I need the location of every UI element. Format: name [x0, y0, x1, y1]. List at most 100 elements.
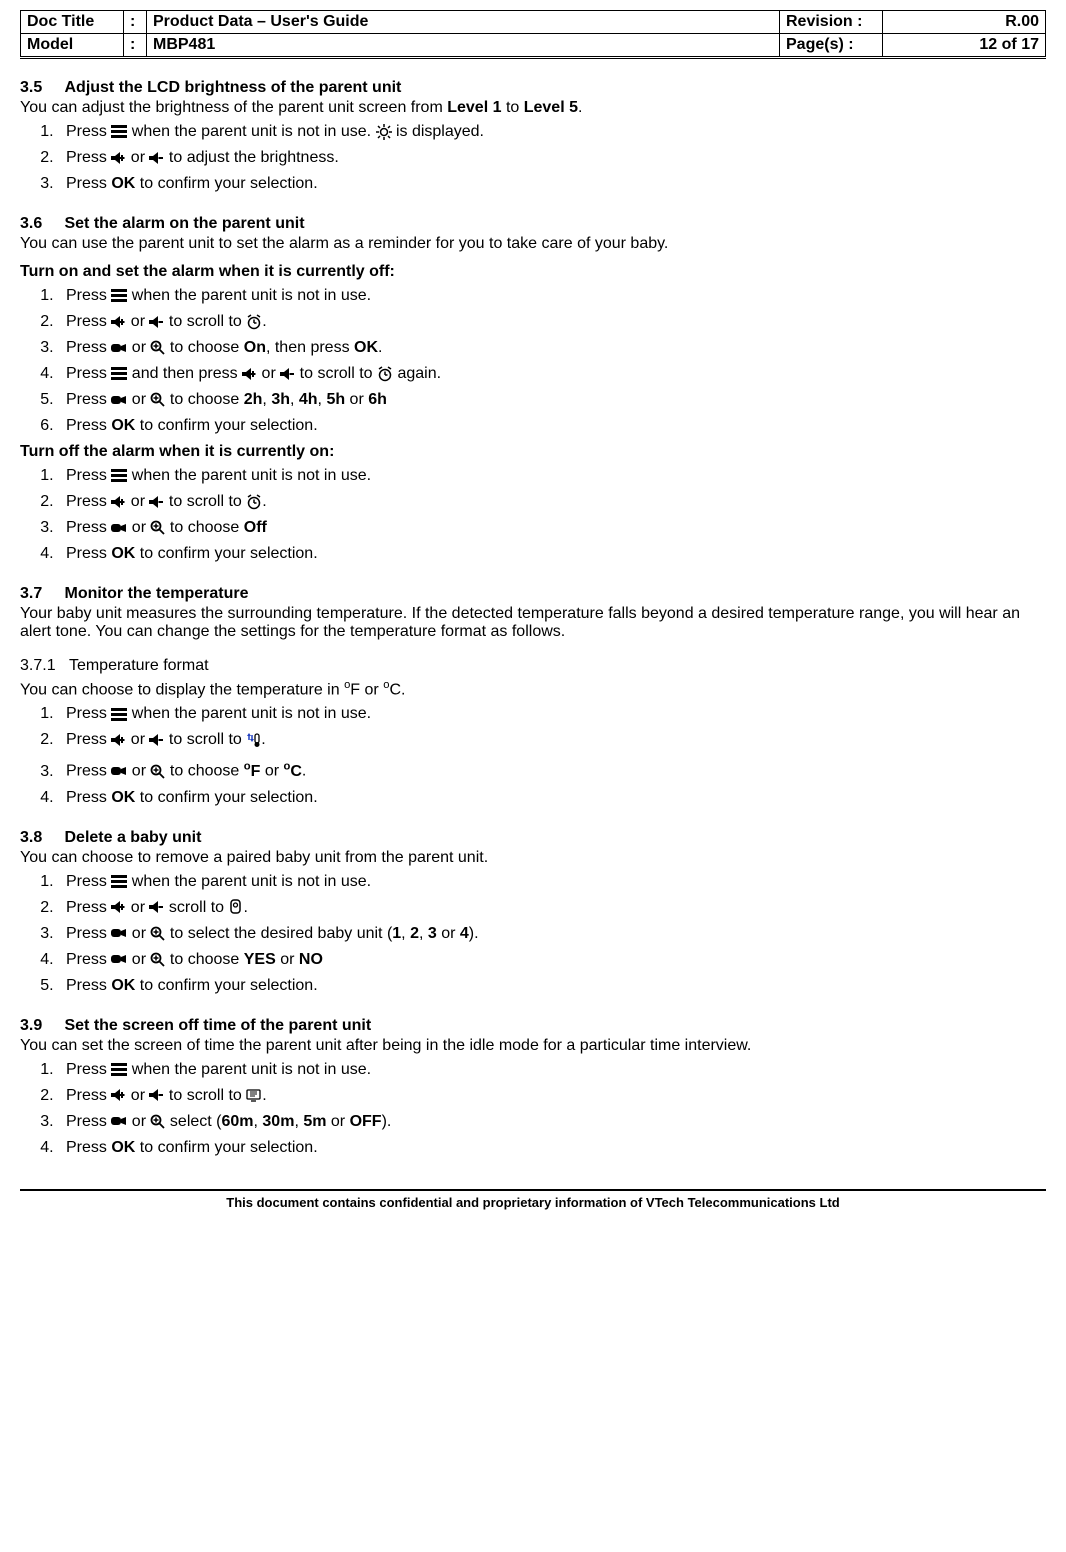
- step: Press or to adjust the brightness.: [58, 147, 1046, 169]
- menu-icon: [111, 289, 127, 302]
- alarm-on-heading: Turn on and set the alarm when it is cur…: [20, 263, 1046, 281]
- step: Press or to choose 2h, 3h, 4h, 5h or 6h: [58, 389, 1046, 411]
- volume-plus-icon: [111, 900, 126, 914]
- video-icon: [111, 393, 127, 407]
- section-3-9-intro: You can set the screen of time the paren…: [20, 1037, 1046, 1055]
- step: Press or to select the desired baby unit…: [58, 923, 1046, 945]
- volume-minus-icon: [280, 367, 295, 381]
- model-value: MBP481: [147, 34, 780, 58]
- steps-3-5: Press when the parent unit is not in use…: [20, 121, 1046, 195]
- section-3-6: 3.6 Set the alarm on the parent unit: [20, 215, 1046, 233]
- step: Press or to choose oF or oC.: [58, 755, 1046, 782]
- step: Press or to choose Off: [58, 517, 1046, 539]
- menu-icon: [111, 875, 127, 888]
- step: Press OK to confirm your selection.: [58, 975, 1046, 997]
- zoom-icon: [150, 764, 165, 779]
- volume-plus-icon: [111, 1088, 126, 1102]
- step: Press or to scroll to .: [58, 1085, 1046, 1107]
- step: Press when the parent unit is not in use…: [58, 285, 1046, 307]
- steps-3-7-1: Press when the parent unit is not in use…: [20, 703, 1046, 808]
- menu-icon: [111, 367, 127, 380]
- section-3-7-1-intro: You can choose to display the temperatur…: [20, 679, 1046, 699]
- revision-label: Revision :: [780, 11, 883, 34]
- steps-alarm-on: Press when the parent unit is not in use…: [20, 285, 1046, 437]
- volume-minus-icon: [149, 315, 164, 329]
- colon: :: [124, 34, 147, 58]
- steps-alarm-off: Press when the parent unit is not in use…: [20, 465, 1046, 565]
- step: Press or select (60m, 30m, 5m or OFF).: [58, 1111, 1046, 1133]
- volume-minus-icon: [149, 733, 164, 747]
- video-icon: [111, 952, 127, 966]
- volume-minus-icon: [149, 900, 164, 914]
- volume-plus-icon: [242, 367, 257, 381]
- step: Press or to scroll to .: [58, 311, 1046, 333]
- step: Press or to choose On, then press OK.: [58, 337, 1046, 359]
- steps-3-8: Press when the parent unit is not in use…: [20, 871, 1046, 997]
- step: Press or to choose YES or NO: [58, 949, 1046, 971]
- step: Press when the parent unit is not in use…: [58, 1059, 1046, 1081]
- temperature-icon: [246, 732, 261, 748]
- section-3-8: 3.8 Delete a baby unit: [20, 829, 1046, 847]
- volume-plus-icon: [111, 315, 126, 329]
- section-3-7-1: 3.7.1 Temperature format: [20, 657, 1046, 675]
- menu-icon: [111, 125, 127, 138]
- step: Press or to scroll to .: [58, 491, 1046, 513]
- step: Press OK to confirm your selection.: [58, 415, 1046, 437]
- brightness-icon: [376, 124, 392, 140]
- video-icon: [111, 521, 127, 535]
- volume-minus-icon: [149, 1088, 164, 1102]
- doc-title-label: Doc Title: [21, 11, 124, 34]
- step: Press OK to confirm your selection.: [58, 1137, 1046, 1159]
- step: Press when the parent unit is not in use…: [58, 465, 1046, 487]
- step: Press OK to confirm your selection.: [58, 173, 1046, 195]
- colon: :: [124, 11, 147, 34]
- steps-3-9: Press when the parent unit is not in use…: [20, 1059, 1046, 1159]
- zoom-icon: [150, 1114, 165, 1129]
- section-3-9: 3.9 Set the screen off time of the paren…: [20, 1017, 1046, 1035]
- alarm-icon: [246, 494, 262, 510]
- section-3-7-intro: Your baby unit measures the surrounding …: [20, 605, 1046, 641]
- section-3-8-intro: You can choose to remove a paired baby u…: [20, 849, 1046, 867]
- menu-icon: [111, 469, 127, 482]
- menu-icon: [111, 1063, 127, 1076]
- section-title-text: Adjust the LCD brightness of the parent …: [64, 79, 401, 96]
- section-3-6-intro: You can use the parent unit to set the a…: [20, 235, 1046, 253]
- volume-minus-icon: [149, 495, 164, 509]
- menu-icon: [111, 708, 127, 721]
- section-3-5-intro: You can adjust the brightness of the par…: [20, 99, 1046, 117]
- model-label: Model: [21, 34, 124, 58]
- volume-plus-icon: [111, 151, 126, 165]
- step: Press OK to confirm your selection.: [58, 787, 1046, 809]
- zoom-icon: [150, 952, 165, 967]
- section-3-5: 3.5 Adjust the LCD brightness of the par…: [20, 79, 1046, 97]
- section-num: 3.5: [20, 79, 42, 96]
- alarm-icon: [246, 314, 262, 330]
- pages-value: 12 of 17: [883, 34, 1046, 58]
- zoom-icon: [150, 340, 165, 355]
- step: Press or to scroll to .: [58, 729, 1046, 751]
- pages-label: Page(s) :: [780, 34, 883, 58]
- alarm-off-heading: Turn off the alarm when it is currently …: [20, 443, 1046, 461]
- alarm-icon: [377, 366, 393, 382]
- step: Press when the parent unit is not in use…: [58, 871, 1046, 893]
- step: Press OK to confirm your selection.: [58, 543, 1046, 565]
- doc-header-table: Doc Title : Product Data – User's Guide …: [20, 10, 1046, 59]
- volume-plus-icon: [111, 733, 126, 747]
- video-icon: [111, 1114, 127, 1128]
- section-3-7: 3.7 Monitor the temperature: [20, 585, 1046, 603]
- zoom-icon: [150, 926, 165, 941]
- revision-value: R.00: [883, 11, 1046, 34]
- video-icon: [111, 341, 127, 355]
- step: Press and then press or to scroll to aga…: [58, 363, 1046, 385]
- doc-title-value: Product Data – User's Guide: [147, 11, 780, 34]
- screen-off-icon: [246, 1088, 262, 1103]
- video-icon: [111, 764, 127, 778]
- zoom-icon: [150, 520, 165, 535]
- video-icon: [111, 926, 127, 940]
- step: Press when the parent unit is not in use…: [58, 121, 1046, 143]
- baby-unit-icon: [228, 899, 243, 915]
- footer-text: This document contains confidential and …: [20, 1191, 1046, 1220]
- step: Press or scroll to .: [58, 897, 1046, 919]
- volume-plus-icon: [111, 495, 126, 509]
- zoom-icon: [150, 392, 165, 407]
